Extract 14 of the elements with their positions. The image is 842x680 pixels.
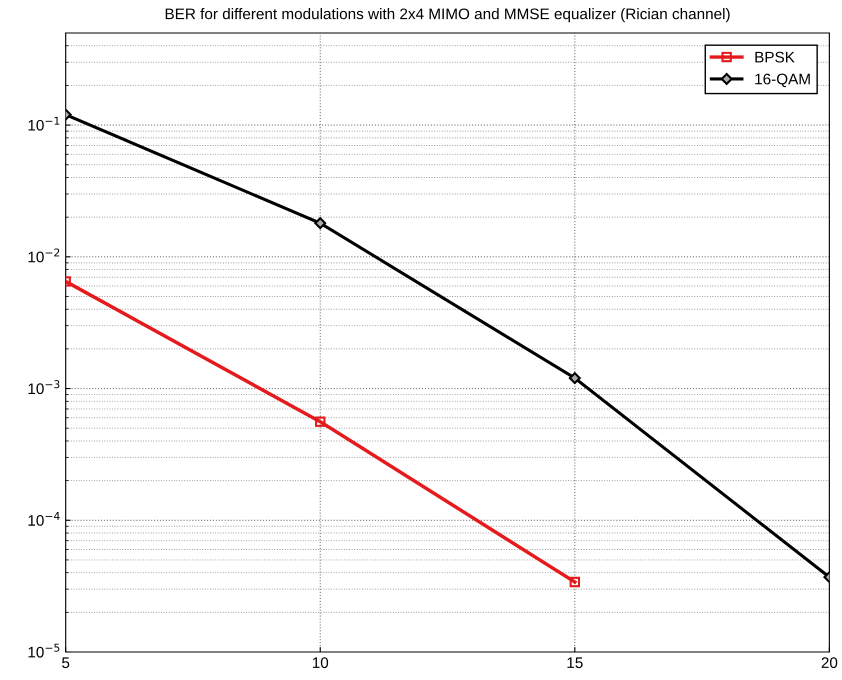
y-tick-label: 10$^{−4}$	[28, 512, 60, 526]
y-tick-label: 10$^{−3}$	[28, 380, 60, 394]
x-tick-label: 20	[822, 657, 838, 668]
point	[315, 416, 326, 427]
y-tick-label: 10$^{−5}$	[28, 644, 60, 658]
x-tick-label: 15	[567, 657, 583, 668]
legend-label: BPSK	[755, 52, 795, 63]
y-tick-label: 10$^{−1}$	[28, 116, 60, 131]
point	[570, 576, 580, 588]
chart-title: BER for different modulations with 2x4 MIMO and MMSE equalizer (Rician channel)	[166, 8, 730, 22]
y-tick-label: 10$^{−2}$	[28, 248, 60, 262]
x-tick-label: 10	[312, 657, 328, 668]
legend-label: 16-QAM	[755, 74, 810, 88]
x-tick-label: 5	[62, 657, 70, 668]
